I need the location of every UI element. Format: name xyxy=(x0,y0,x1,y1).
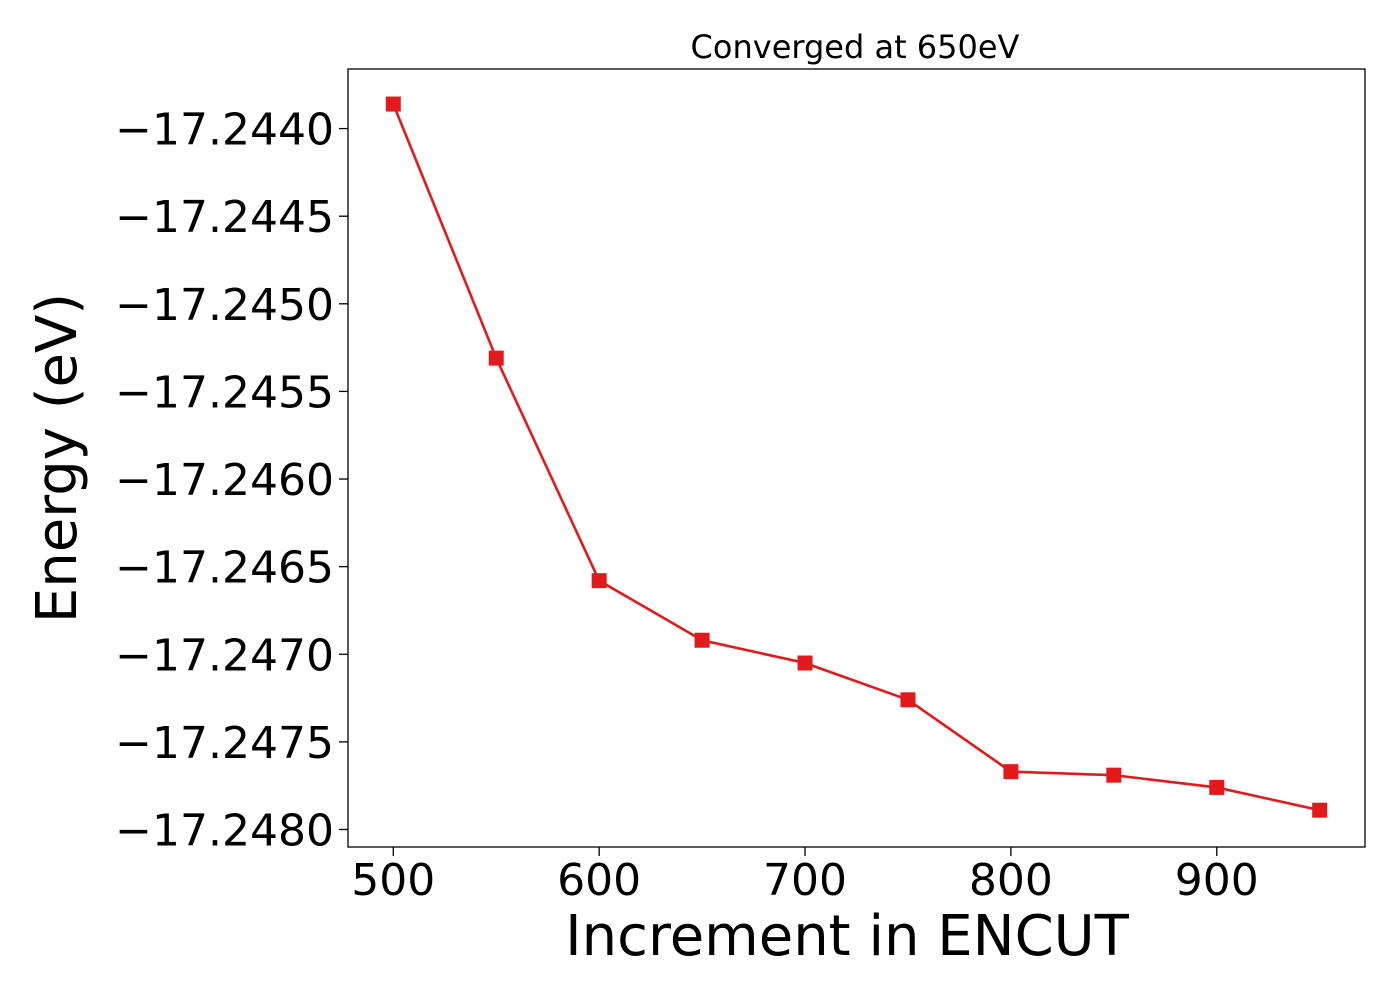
x-tick-label: 600 xyxy=(557,855,641,906)
y-tick-label: −17.2455 xyxy=(115,367,334,418)
data-point-marker xyxy=(797,655,813,671)
plot-area-frame xyxy=(347,68,1366,848)
series-layer xyxy=(385,96,1328,818)
y-axis-ticks: −17.2440 −17.2445 −17.2450 −17.2455 −17.2460… xyxy=(115,105,348,856)
data-point-marker xyxy=(591,573,607,589)
y-tick-label: −17.2465 xyxy=(115,543,334,594)
data-point-marker xyxy=(694,632,710,648)
x-axis-ticks: 500 600 700 800 900 xyxy=(351,847,1259,906)
data-point-marker xyxy=(1209,779,1225,795)
y-tick-label: −17.2460 xyxy=(115,455,334,506)
y-tick-label: −17.2475 xyxy=(115,718,334,769)
data-point-marker xyxy=(1003,764,1019,780)
data-point-marker xyxy=(488,350,504,366)
chart-title: Converged at 650eV xyxy=(691,28,1020,66)
y-tick-label: −17.2450 xyxy=(115,280,334,331)
x-tick-label: 900 xyxy=(1175,855,1259,906)
x-tick-label: 700 xyxy=(763,855,847,906)
y-axis-label: Energy (eV) xyxy=(25,293,90,623)
data-point-marker xyxy=(900,692,916,708)
data-point-marker xyxy=(385,96,401,112)
x-axis-label: Increment in ENCUT xyxy=(565,904,1130,969)
series-line xyxy=(392,103,1320,812)
y-tick-label: −17.2470 xyxy=(115,630,334,681)
x-tick-label: 800 xyxy=(969,855,1053,906)
y-tick-label: −17.2440 xyxy=(115,105,334,156)
data-point-marker xyxy=(1312,802,1328,818)
x-tick-label: 500 xyxy=(351,855,435,906)
data-point-marker xyxy=(1106,767,1122,783)
y-tick-label: −17.2445 xyxy=(115,192,334,243)
y-tick-label: −17.2480 xyxy=(115,805,334,856)
